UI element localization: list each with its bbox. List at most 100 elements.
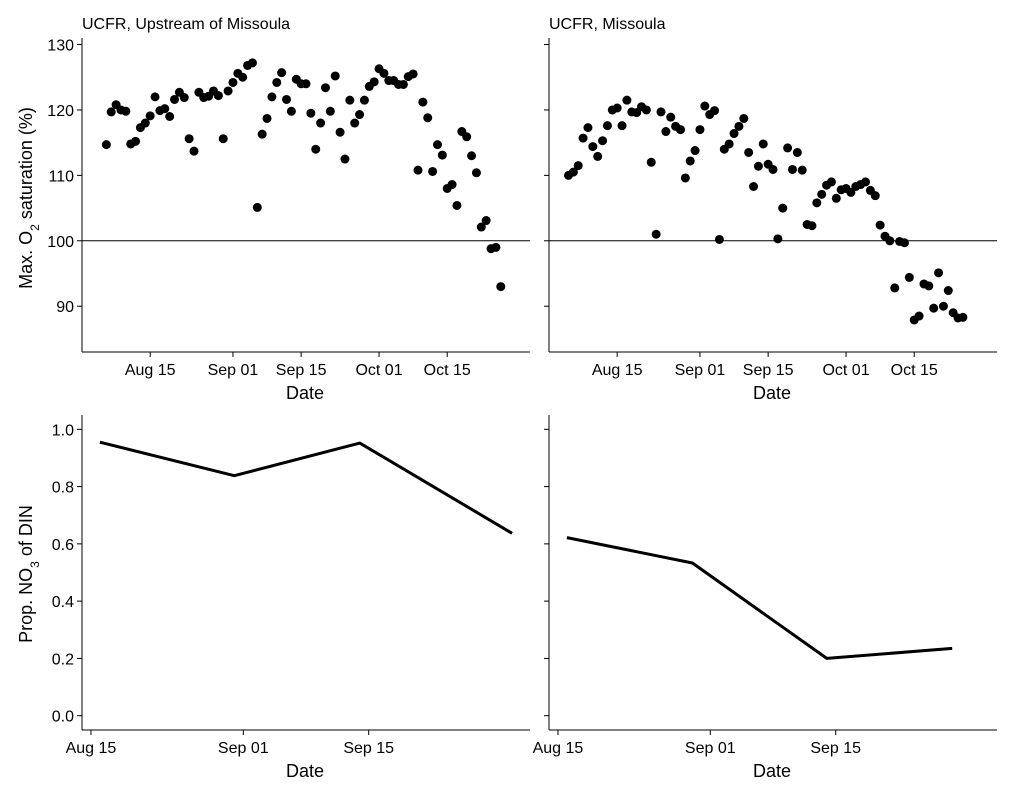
- data-point: [481, 216, 491, 226]
- data-point: [675, 125, 685, 135]
- data-point: [408, 69, 418, 79]
- y-tick-label: 0.8: [52, 480, 74, 497]
- data-point: [885, 236, 895, 246]
- data-point: [345, 95, 355, 105]
- data-point: [335, 127, 345, 137]
- data-point: [787, 164, 797, 174]
- x-tick-label: Sep 01: [218, 740, 269, 757]
- y-tick-label: 90: [56, 299, 74, 316]
- data-point: [797, 165, 807, 175]
- data-point: [101, 140, 111, 150]
- data-point: [301, 79, 311, 89]
- x-tick-label: Sep 15: [810, 740, 861, 757]
- data-point: [330, 71, 340, 81]
- data-point: [578, 133, 588, 143]
- data-point: [831, 193, 841, 203]
- data-point: [106, 107, 116, 117]
- data-point: [783, 143, 793, 153]
- x-tick-label: Sep 15: [276, 362, 327, 379]
- data-point: [929, 303, 939, 313]
- data-point: [170, 94, 180, 104]
- data-point: [680, 173, 690, 183]
- series-line: [99, 440, 513, 535]
- data-point: [724, 139, 734, 149]
- data-point: [598, 136, 608, 146]
- data-point: [282, 94, 292, 104]
- data-point: [252, 202, 262, 212]
- x-tick-label: Oct 15: [424, 362, 471, 379]
- x-tick-label: Sep 01: [208, 362, 259, 379]
- data-point: [476, 222, 486, 232]
- y-tick-label: 1.0: [52, 422, 74, 439]
- data-point: [277, 68, 287, 78]
- data-point: [165, 112, 175, 121]
- data-point: [690, 146, 700, 156]
- y-tick-label: 0.0: [52, 709, 74, 726]
- x-tick-label: Aug 15: [592, 362, 643, 379]
- data-point: [744, 147, 754, 157]
- data-point: [602, 121, 612, 131]
- data-point: [817, 189, 827, 199]
- data-point: [462, 132, 472, 142]
- y-tick-label: 110: [48, 168, 74, 185]
- data-point: [710, 106, 720, 116]
- x-axis-title-top-left: Date: [286, 383, 324, 403]
- top-y-axis-title: Max. O2 saturation (%): [16, 107, 42, 289]
- data-point: [958, 312, 968, 322]
- data-point: [826, 177, 836, 187]
- data-point: [350, 118, 360, 128]
- data-point: [311, 144, 321, 154]
- data-point: [656, 107, 666, 117]
- x-tick-label: Sep 01: [685, 740, 736, 757]
- data-point: [583, 123, 593, 133]
- data-point: [179, 93, 189, 103]
- data-point: [904, 272, 914, 282]
- data-point: [428, 166, 438, 176]
- data-point: [914, 311, 924, 321]
- bottom-y-axis-title: Prop. NO3 of DIN: [16, 505, 42, 643]
- data-point: [646, 157, 656, 167]
- x-tick-label: Sep 15: [343, 740, 394, 757]
- data-point: [272, 77, 282, 87]
- data-point: [228, 77, 238, 87]
- data-point: [899, 238, 909, 248]
- data-point: [729, 129, 739, 139]
- data-point: [184, 134, 194, 144]
- data-point: [467, 151, 477, 161]
- data-point: [568, 167, 578, 177]
- y-tick-label: 130: [47, 38, 74, 55]
- data-point: [140, 118, 150, 128]
- data-point: [778, 203, 788, 213]
- data-point: [223, 86, 233, 96]
- data-point: [418, 97, 428, 107]
- data-point: [695, 125, 705, 135]
- data-point: [496, 282, 506, 292]
- x-axis-title-bottom-left: Date: [286, 761, 324, 781]
- data-point: [612, 103, 622, 113]
- data-point: [651, 229, 661, 239]
- data-point: [247, 58, 257, 68]
- y-tick-label: 120: [47, 103, 74, 120]
- data-point: [807, 221, 817, 231]
- data-point: [666, 112, 676, 122]
- data-point: [768, 164, 778, 174]
- data-point: [160, 104, 170, 114]
- data-point: [622, 95, 632, 105]
- y-tick-label: 0.4: [52, 594, 74, 611]
- x-tick-label: Oct 01: [355, 362, 402, 379]
- data-point: [262, 113, 272, 123]
- data-point: [432, 140, 442, 150]
- x-tick-label: Sep 01: [675, 362, 726, 379]
- data-point: [150, 92, 160, 102]
- x-axis-title-top-right: Date: [753, 383, 791, 403]
- data-point: [938, 301, 948, 311]
- data-point: [714, 234, 724, 244]
- data-point: [121, 106, 131, 116]
- data-point: [943, 286, 953, 296]
- data-point: [617, 121, 627, 131]
- y-tick-label: 0.6: [52, 537, 74, 554]
- x-tick-label: Oct 15: [891, 362, 938, 379]
- data-point: [218, 134, 228, 144]
- data-point: [257, 129, 267, 139]
